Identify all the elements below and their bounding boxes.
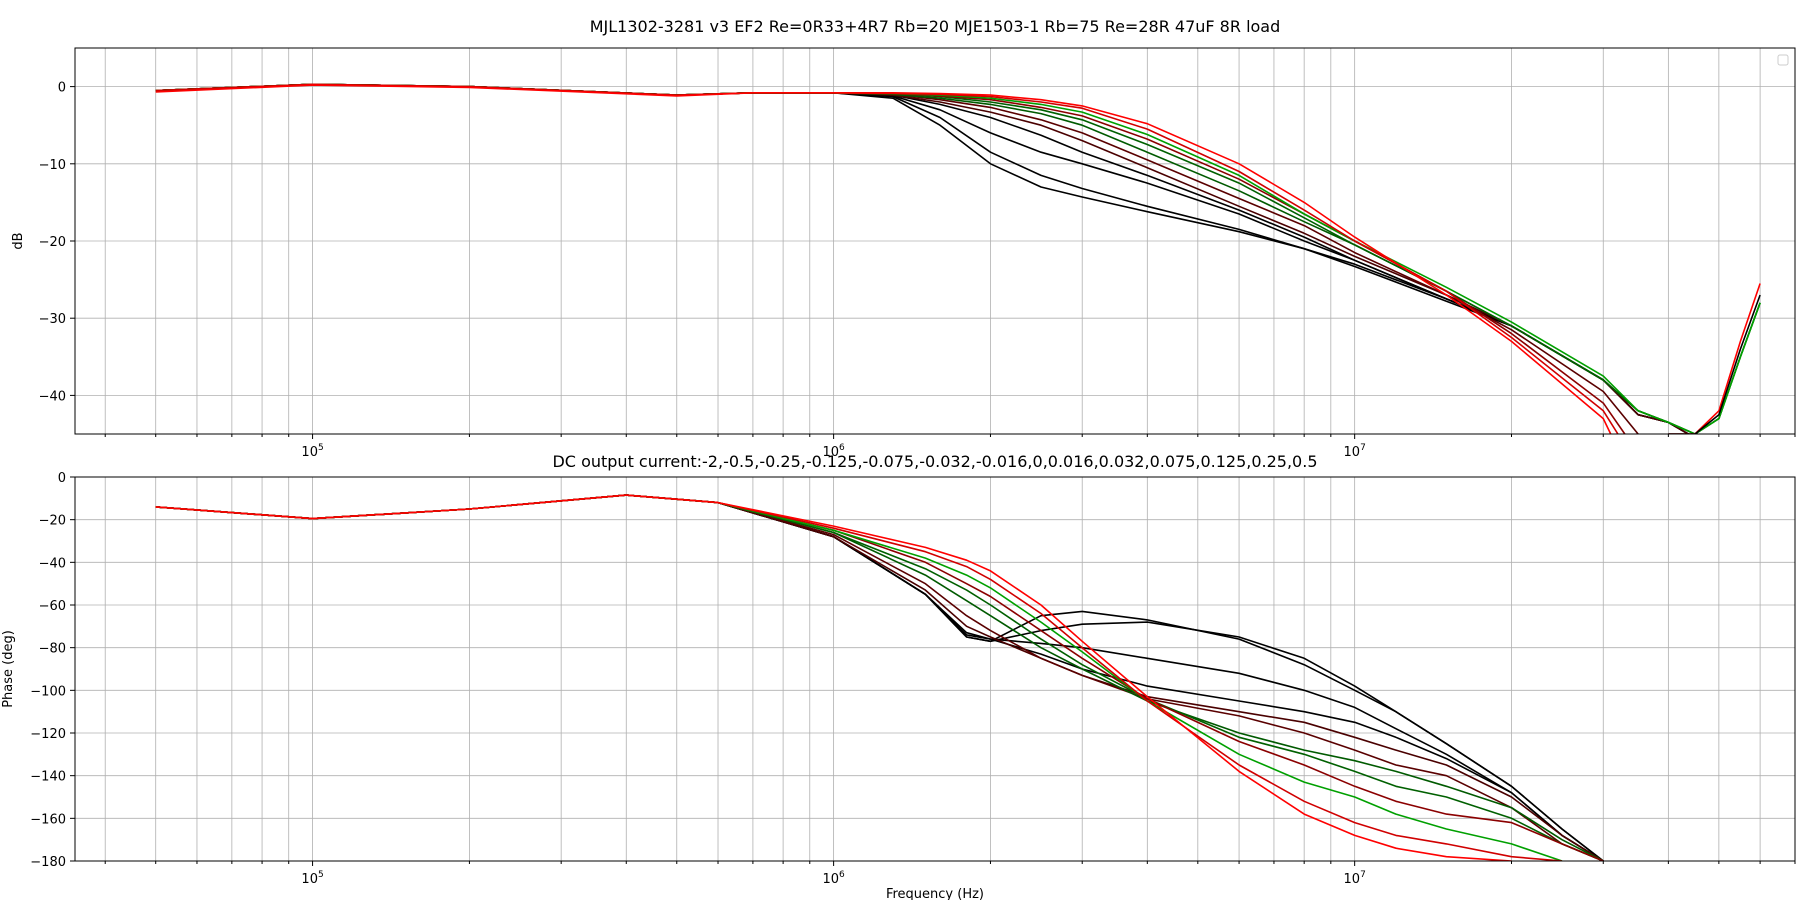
phase-ylabel: Phase (deg) [1,630,16,708]
y-tick-label: −160 [30,812,66,827]
phase-panel: 105 106 1070−20−40−60−80−100−120−140−160−1… [1,452,1796,900]
y-tick-label: 0 [58,81,66,96]
magnitude-series [155,83,1761,434]
magnitude-ylabel: dB [11,232,26,249]
y-tick-label: −40 [39,389,66,404]
y-tick-label: −20 [39,514,66,529]
y-tick-label: 0 [58,471,66,486]
y-tick-label: −120 [30,727,66,742]
magnitude-title: MJL1302-3281 v3 EF2 Re=0R33+4R7 Rb=20 MJ… [590,17,1281,36]
y-tick-label: −80 [39,642,66,657]
phase-series [155,494,1604,861]
y-tick-label: −30 [39,312,66,327]
phase-title: DC output current:-2,-0.5,-0.25,-0.125,-… [552,452,1317,471]
series-line-13 [1668,294,1761,434]
y-tick-label: −20 [39,235,66,250]
y-tick-label: −40 [39,556,66,571]
y-tick-label: −180 [30,855,66,870]
y-tick-label: −100 [30,684,66,699]
series-line-11 [155,84,1612,434]
magnitude-legend-box [1777,54,1789,66]
series-line-11 [155,494,1512,861]
series-line-12 [1668,283,1761,434]
phase-axes-frame [74,476,1796,862]
y-tick-label: −60 [39,599,66,614]
y-tick-label: −10 [39,158,66,173]
y-tick-label: −140 [30,770,66,785]
phase-ticks: 105 106 1070−20−40−60−80−100−120−140−160−1… [30,471,1796,887]
phase-xlabel: Frequency (Hz) [886,887,984,900]
